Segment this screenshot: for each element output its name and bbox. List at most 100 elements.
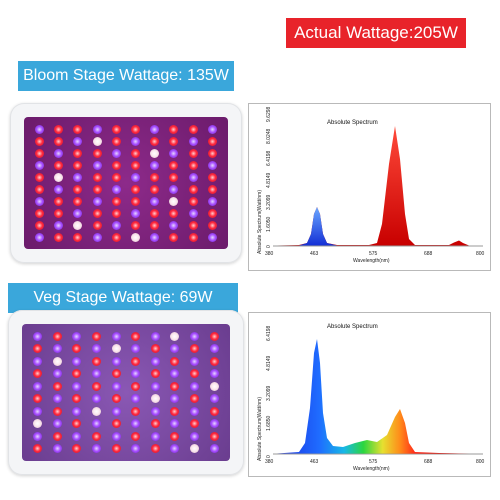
led [92,220,102,230]
led [92,232,102,242]
bloom-spectrum-ylabel: Absolute Spectrum(Watt/nm) [257,190,263,254]
led [188,136,198,146]
led [52,394,62,404]
led [150,208,160,218]
led [169,184,179,194]
led [169,160,179,170]
led [33,406,43,416]
led [73,232,83,242]
led [92,136,102,146]
led [33,444,43,454]
bloom-spectrum-xlabel: Wavelength(nm) [353,258,390,264]
led [111,184,121,194]
led [209,394,219,404]
led [131,208,141,218]
led [52,369,62,379]
led [92,356,102,366]
led [92,331,102,341]
led [188,172,198,182]
led [131,331,141,341]
led [73,172,83,182]
led [188,220,198,230]
y-tick: 1.6850 [266,415,272,431]
x-tick: 800 [476,459,485,465]
x-tick: 688 [424,459,433,465]
bloom-stage-label: Bloom Stage Wattage: 135W [18,61,234,91]
y-tick: 0 [266,455,272,458]
led [190,344,200,354]
led [72,394,82,404]
led [72,331,82,341]
led [150,381,160,391]
led [54,124,64,134]
led [131,196,141,206]
y-tick: 3.2099 [266,385,272,401]
led [131,136,141,146]
bloom-spectrum-title: Absolute Spectrum [327,120,378,126]
led [150,419,160,429]
y-tick: 8.0248 [266,128,272,144]
led [35,196,45,206]
led [33,419,43,429]
led [52,344,62,354]
led [209,431,219,441]
led [111,394,121,404]
led [35,208,45,218]
bloom-blue-peak [299,207,337,246]
veg-spectrum-xlabel: Wavelength(nm) [353,466,390,472]
led [54,136,64,146]
led [188,124,198,134]
veg-x-ticks: 380 463 575 688 800 [265,459,485,465]
led [111,208,121,218]
led [92,431,102,441]
x-tick: 575 [369,459,378,465]
led [169,172,179,182]
x-tick: 575 [369,251,378,257]
led [209,406,219,416]
led [73,184,83,194]
led [35,220,45,230]
led [209,331,219,341]
led [170,444,180,454]
led [207,196,217,206]
led [35,124,45,134]
led [131,381,141,391]
led [207,232,217,242]
x-tick: 463 [310,459,319,465]
led [35,160,45,170]
led [150,369,160,379]
led [111,148,121,158]
led [209,444,219,454]
led [170,381,180,391]
led [35,184,45,194]
led [131,172,141,182]
led [190,406,200,416]
led [33,394,43,404]
led [131,444,141,454]
bloom-y-ticks: 0 1.6050 3.2099 4.8149 6.4198 8.0248 9.6… [266,106,272,248]
x-tick: 380 [265,459,274,465]
led [209,356,219,366]
led [73,220,83,230]
bloom-led-panel [10,103,242,263]
veg-spectrum-chart: Absolute Spectrum Absolute Spectrum(Watt… [248,312,491,477]
led [169,124,179,134]
y-tick: 0 [266,245,272,248]
led [131,184,141,194]
led [35,232,45,242]
led [111,356,121,366]
led [207,172,217,182]
led [111,220,121,230]
led [54,196,64,206]
led [72,406,82,416]
led [73,196,83,206]
led [72,356,82,366]
led [33,331,43,341]
led [169,148,179,158]
led [54,208,64,218]
y-tick: 4.8149 [266,172,272,188]
led [190,444,200,454]
led [92,184,102,194]
led [72,381,82,391]
led [73,124,83,134]
